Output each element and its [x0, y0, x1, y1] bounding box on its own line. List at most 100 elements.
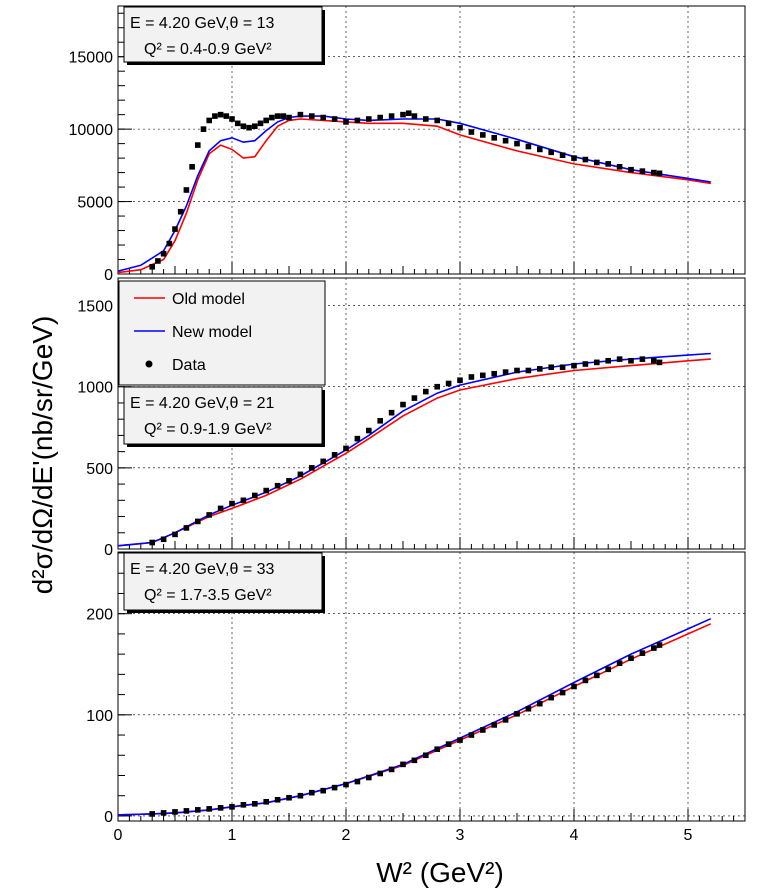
data-point [343, 445, 349, 452]
data-point [388, 409, 395, 416]
data-point [656, 170, 663, 177]
data-point [183, 187, 190, 193]
data-point [200, 126, 207, 132]
data-point [183, 808, 190, 814]
data-point [559, 364, 566, 371]
data-point [388, 113, 395, 119]
data-point [331, 452, 338, 458]
data-point [594, 159, 600, 166]
data-point [366, 116, 372, 122]
data-point [582, 156, 589, 163]
info-box-kinematics: E = 4.20 GeV,θ = 21 [130, 395, 275, 412]
data-point [274, 113, 281, 119]
data-point [628, 166, 634, 173]
data-point [206, 806, 212, 812]
data-point [582, 677, 589, 684]
data-point [320, 458, 326, 465]
data-point [172, 809, 178, 815]
data-point [445, 380, 452, 387]
data-point [223, 113, 230, 119]
data-point [468, 732, 475, 738]
data-point [457, 737, 463, 743]
data-point [354, 117, 361, 124]
data-point [548, 364, 554, 371]
data-point [354, 778, 361, 785]
data-point [195, 518, 201, 525]
data-point [331, 784, 338, 791]
data-point [263, 117, 269, 124]
data-point [343, 119, 349, 125]
data-point [639, 168, 646, 174]
data-point [400, 761, 406, 768]
data-point [656, 359, 663, 366]
data-point [377, 418, 383, 424]
data-point [297, 111, 304, 118]
data-point [263, 798, 269, 805]
old-model-curve [117, 358, 711, 547]
data-point [206, 117, 212, 124]
data-point [309, 465, 315, 471]
data-point [411, 395, 418, 401]
data-point [423, 752, 429, 759]
data-point [491, 370, 497, 377]
data-point [491, 722, 497, 728]
data-point [559, 689, 566, 696]
data-point [502, 137, 509, 144]
data-point [480, 727, 486, 733]
info-box [123, 552, 323, 611]
data-point [616, 164, 623, 170]
legend: Old model New model Data [118, 280, 326, 386]
data-point [366, 427, 372, 434]
data-point [234, 120, 241, 127]
data-point [297, 792, 304, 799]
data-point [616, 660, 623, 667]
data-point [537, 146, 543, 153]
data-point [257, 120, 264, 127]
y-tick-label: 1500 [77, 299, 113, 316]
data-point [320, 787, 326, 794]
y-tick-label: 500 [86, 461, 113, 478]
data-point [571, 155, 577, 161]
data-point [548, 694, 554, 701]
data-point [605, 666, 611, 673]
data-point [491, 135, 497, 141]
x-tick-labels: 0 1 2 3 4 5 [114, 827, 693, 844]
x-tick-label: 5 [684, 827, 693, 844]
plot-frame [117, 551, 746, 822]
x-tick-label: 3 [456, 827, 465, 844]
data-point [388, 766, 395, 773]
y-tick-label: 10000 [69, 122, 114, 139]
data-point [166, 240, 173, 247]
data-point [172, 531, 178, 538]
data-point [274, 796, 281, 803]
data-point [189, 164, 195, 170]
data-point [240, 802, 247, 808]
data-point [195, 807, 201, 813]
new-model-curve [117, 115, 711, 272]
data-point [434, 383, 440, 390]
data-point [274, 482, 281, 489]
data-point [160, 250, 167, 257]
x-tick-label: 4 [570, 827, 579, 844]
data-point [411, 113, 418, 119]
legend-old-model-label: Old model [172, 291, 245, 308]
data-point [605, 161, 611, 167]
data-point [423, 116, 429, 122]
x-axis-title: W² (GeV²) [376, 857, 504, 888]
data-point [514, 711, 520, 717]
data-point [628, 357, 634, 364]
data-point [297, 471, 304, 478]
old-model-curve [117, 118, 711, 274]
data-point [252, 123, 258, 130]
info-box-q2-range: Q² = 1.7-3.5 GeV² [144, 587, 272, 604]
data-point [280, 113, 287, 119]
data-point [639, 356, 646, 362]
data-point [309, 113, 315, 119]
panel-top: 0 5000 10000 15000 E = 4.20 GeV,θ = 13 Q² = 0… [69, 5, 746, 284]
x-tick-label: 0 [114, 827, 123, 844]
data-point [229, 116, 235, 122]
data-point [229, 500, 235, 507]
data-point [594, 672, 600, 679]
data-point [183, 525, 190, 531]
data-point [525, 143, 532, 150]
